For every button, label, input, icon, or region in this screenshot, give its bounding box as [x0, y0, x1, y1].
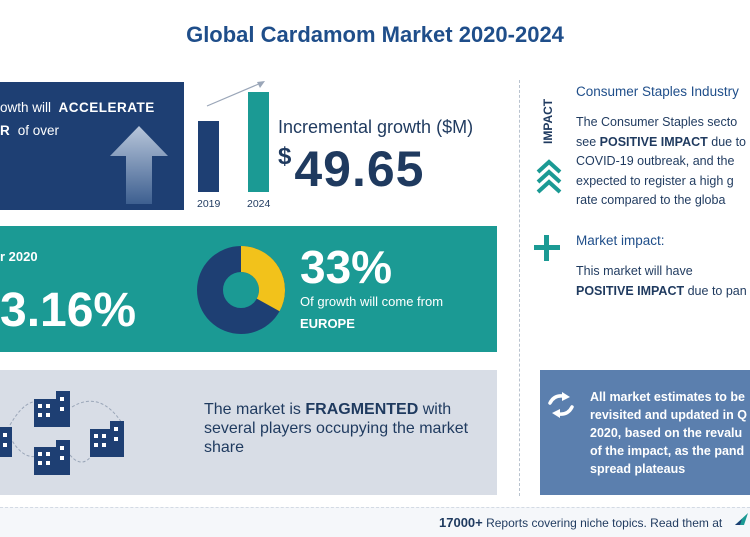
- estimates-line-2: revisited and updated in Q: [590, 408, 747, 422]
- industry-heading: Consumer Staples Industry: [576, 84, 739, 99]
- estimates-line-5: spread plateaus: [590, 462, 686, 476]
- plus-icon: [534, 235, 560, 261]
- column-divider: [519, 80, 520, 496]
- impact-vertical-label: IMPACT: [541, 98, 555, 144]
- impact-vertical-text: IMPACT: [541, 98, 555, 144]
- industry-line-2-post: due to: [711, 134, 747, 149]
- estimates-line-1: All market estimates to be: [590, 390, 745, 404]
- incremental-growth-label: Incremental growth ($M): [278, 117, 474, 137]
- yoy-value: 3.16%: [0, 284, 137, 337]
- fragmented-text-1: The market is: [204, 401, 301, 418]
- currency-symbol: $: [278, 143, 293, 170]
- market-impact-heading: Market impact:: [576, 233, 665, 248]
- trend-arrow-icon: [206, 81, 265, 107]
- estimates-line-3: 2020, based on the revalu: [590, 426, 743, 440]
- market-impact-line-2-post: due to pan: [687, 283, 747, 298]
- growth-line2-bold: R: [0, 123, 11, 138]
- footer-text: 17000+ Reports covering niche topics. Re…: [439, 515, 722, 530]
- footer-message: Reports covering niche topics. Read them…: [486, 516, 723, 530]
- industry-line-1: The Consumer Staples secto: [576, 115, 738, 129]
- growth-line1-text: owth will: [0, 100, 52, 115]
- bar-label-2019: 2019: [197, 198, 221, 210]
- fragmented-bold: FRAGMENTED: [305, 401, 419, 418]
- region-donut-chart: [197, 246, 285, 334]
- industry-line-4: expected to register a high g: [576, 173, 734, 188]
- market-impact-body: This market will have POSITIVE IMPACT du…: [576, 262, 747, 301]
- refresh-icon: [548, 392, 574, 418]
- donut-europe-segment: [240, 246, 285, 312]
- market-impact-line-2-bold: POSITIVE IMPACT: [576, 283, 685, 298]
- bar-2024: [248, 92, 269, 192]
- incremental-number: 49.65: [294, 141, 425, 197]
- industry-line-5: rate compared to the globa: [576, 193, 726, 207]
- estimates-text: All market estimates to be revisited and…: [590, 388, 747, 478]
- region-share-percent: 33%: [300, 241, 393, 293]
- growth-accelerate-text: owth will ACCELERATE R of over: [0, 96, 184, 142]
- fragmented-panel: [0, 370, 497, 495]
- footer-count: 17000+: [439, 515, 483, 530]
- region-share-label: Of growth will come from: [300, 294, 444, 309]
- industry-line-2-pre: see: [576, 134, 597, 149]
- industry-body: The Consumer Staples secto see POSITIVE …: [576, 113, 746, 211]
- region-name: EUROPE: [300, 316, 355, 331]
- estimates-line-4: of the impact, as the pand: [590, 444, 745, 458]
- fragmented-text: The market is FRAGMENTED with several pl…: [204, 400, 494, 457]
- industry-line-2-bold: POSITIVE IMPACT: [599, 134, 708, 149]
- yoy-label: r 2020: [0, 249, 38, 264]
- page-title: Global Cardamom Market 2020-2024: [186, 22, 564, 47]
- growth-line2-text: of over: [17, 123, 60, 138]
- bar-label-2024: 2024: [247, 198, 271, 210]
- donut-hole: [224, 273, 258, 307]
- estimates-panel: [540, 370, 750, 495]
- up-arrow-icon: [110, 126, 168, 204]
- industry-line-3: COVID-19 outbreak, and the: [576, 154, 735, 168]
- brand-logo-icon: [735, 513, 748, 525]
- market-impact-line-1: This market will have: [576, 264, 693, 278]
- buildings-network-icon: [0, 391, 124, 475]
- bar-2019: [198, 121, 219, 192]
- footer-bar: [0, 507, 750, 537]
- growth-line1-bold: ACCELERATE: [58, 100, 155, 115]
- fragmented-text-2: with several players occupying the marke…: [204, 401, 469, 456]
- chevrons-up-icon: [536, 159, 562, 194]
- incremental-growth-value: $49.65: [278, 140, 424, 198]
